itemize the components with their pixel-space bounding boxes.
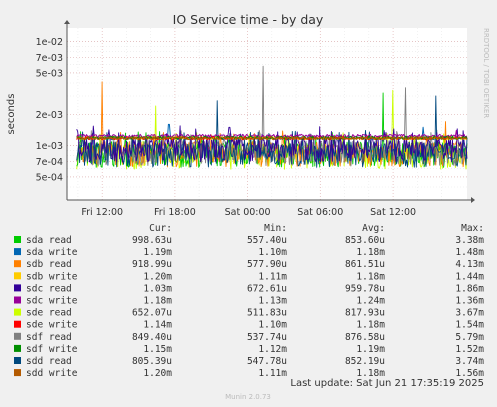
legend-swatch — [14, 309, 21, 316]
chart-title: IO Service time - by day — [173, 12, 324, 27]
y-tick-label: 7e-04 — [36, 157, 63, 168]
legend-swatch — [14, 369, 21, 376]
y-tick-label: 1e-03 — [36, 141, 63, 152]
legend-value-min: 577.90u — [247, 259, 287, 270]
legend-swatch — [14, 248, 21, 255]
legend-swatch — [14, 345, 21, 352]
legend-value-cur: 1.19m — [143, 247, 172, 258]
legend-value-cur: 1.14m — [143, 320, 172, 331]
legend-value-max: 3.38m — [455, 235, 484, 246]
x-tick-label: Fri 12:00 — [81, 207, 123, 218]
legend-series-name: sdc read — [26, 283, 72, 294]
legend-column-header: Min: — [264, 223, 287, 234]
legend-value-max: 1.86m — [455, 283, 484, 294]
legend-value-min: 1.12m — [258, 344, 287, 355]
legend-value-max: 1.44m — [455, 271, 484, 282]
legend-value-avg: 817.93u — [345, 308, 385, 319]
legend-series-name: sdc write — [26, 296, 78, 307]
legend-value-min: 511.83u — [247, 308, 287, 319]
y-axis-label: seconds — [6, 94, 17, 135]
legend-value-avg: 1.18m — [356, 271, 385, 282]
legend-value-max: 5.79m — [455, 332, 484, 343]
legend-series-name: sde read — [26, 308, 72, 319]
legend-swatch — [14, 333, 21, 340]
legend-swatch — [14, 357, 21, 364]
legend-column-header: Avg: — [362, 223, 385, 234]
legend-series-name: sdb write — [26, 271, 78, 282]
legend-series-name: sdf read — [26, 332, 72, 343]
rrdtool-side-label: RRDTOOL / TOBI OETIKER — [482, 28, 490, 118]
x-tick-label: Sat 12:00 — [370, 207, 416, 218]
legend-series-name: sdd write — [26, 368, 78, 379]
y-tick-label: 5e-04 — [36, 172, 63, 183]
legend-value-cur: 1.03m — [143, 283, 172, 294]
legend-value-min: 1.13m — [258, 296, 287, 307]
munin-footer: Munin 2.0.73 — [225, 393, 271, 401]
legend-value-min: 672.61u — [247, 283, 287, 294]
y-tick-label: 5e-03 — [36, 68, 63, 79]
x-tick-label: Sat 00:00 — [225, 207, 271, 218]
legend-series-name: sda read — [26, 235, 72, 246]
legend-value-cur: 1.20m — [143, 271, 172, 282]
legend-series-name: sda write — [26, 247, 78, 258]
legend-series-name: sde write — [26, 320, 78, 331]
legend-value-cur: 1.20m — [143, 368, 172, 379]
legend-value-min: 537.74u — [247, 332, 287, 343]
legend-value-max: 1.52m — [455, 344, 484, 355]
y-tick-label: 7e-03 — [36, 53, 63, 64]
legend-series-name: sdb read — [26, 259, 72, 270]
legend-value-cur: 805.39u — [132, 356, 172, 367]
legend-value-avg: 876.58u — [345, 332, 385, 343]
legend-value-min: 1.10m — [258, 320, 287, 331]
legend-value-min: 557.40u — [247, 235, 287, 246]
legend-value-avg: 1.18m — [356, 247, 385, 258]
legend-swatch — [14, 260, 21, 267]
last-update-text: Last update: Sat Jun 21 17:35:19 2025 — [290, 378, 484, 389]
legend-value-cur: 918.99u — [132, 259, 172, 270]
legend-value-avg: 959.78u — [345, 283, 385, 294]
legend-value-max: 1.36m — [455, 296, 484, 307]
legend-series-name: sdd read — [26, 356, 72, 367]
legend-swatch — [14, 284, 21, 291]
legend-value-cur: 1.18m — [143, 296, 172, 307]
legend-value-cur: 849.40u — [132, 332, 172, 343]
legend-value-min: 1.11m — [258, 368, 287, 379]
legend-swatch — [14, 321, 21, 328]
legend-value-max: 4.13m — [455, 259, 484, 270]
legend-value-max: 1.54m — [455, 320, 484, 331]
legend-value-min: 547.78u — [247, 356, 287, 367]
legend-value-avg: 852.19u — [345, 356, 385, 367]
legend-column-header: Max: — [461, 223, 484, 234]
x-tick-label: Sat 06:00 — [297, 207, 343, 218]
legend-swatch — [14, 297, 21, 304]
legend-value-cur: 652.07u — [132, 308, 172, 319]
legend-value-cur: 998.63u — [132, 235, 172, 246]
y-tick-label: 2e-03 — [36, 110, 63, 121]
legend-column-header: Cur: — [149, 223, 172, 234]
legend-value-avg: 1.19m — [356, 344, 385, 355]
legend-value-max: 1.48m — [455, 247, 484, 258]
legend-value-max: 3.74m — [455, 356, 484, 367]
legend-value-min: 1.11m — [258, 271, 287, 282]
y-tick-label: 1e-02 — [36, 37, 63, 48]
legend-swatch — [14, 236, 21, 243]
legend-value-avg: 853.60u — [345, 235, 385, 246]
legend-value-max: 3.67m — [455, 308, 484, 319]
x-tick-label: Fri 18:00 — [154, 207, 196, 218]
legend-value-min: 1.10m — [258, 247, 287, 258]
legend-value-avg: 861.51u — [345, 259, 385, 270]
legend-series-name: sdf write — [26, 344, 78, 355]
legend-value-avg: 1.18m — [356, 320, 385, 331]
legend-swatch — [14, 272, 21, 279]
legend-value-avg: 1.24m — [356, 296, 385, 307]
legend-value-cur: 1.15m — [143, 344, 172, 355]
